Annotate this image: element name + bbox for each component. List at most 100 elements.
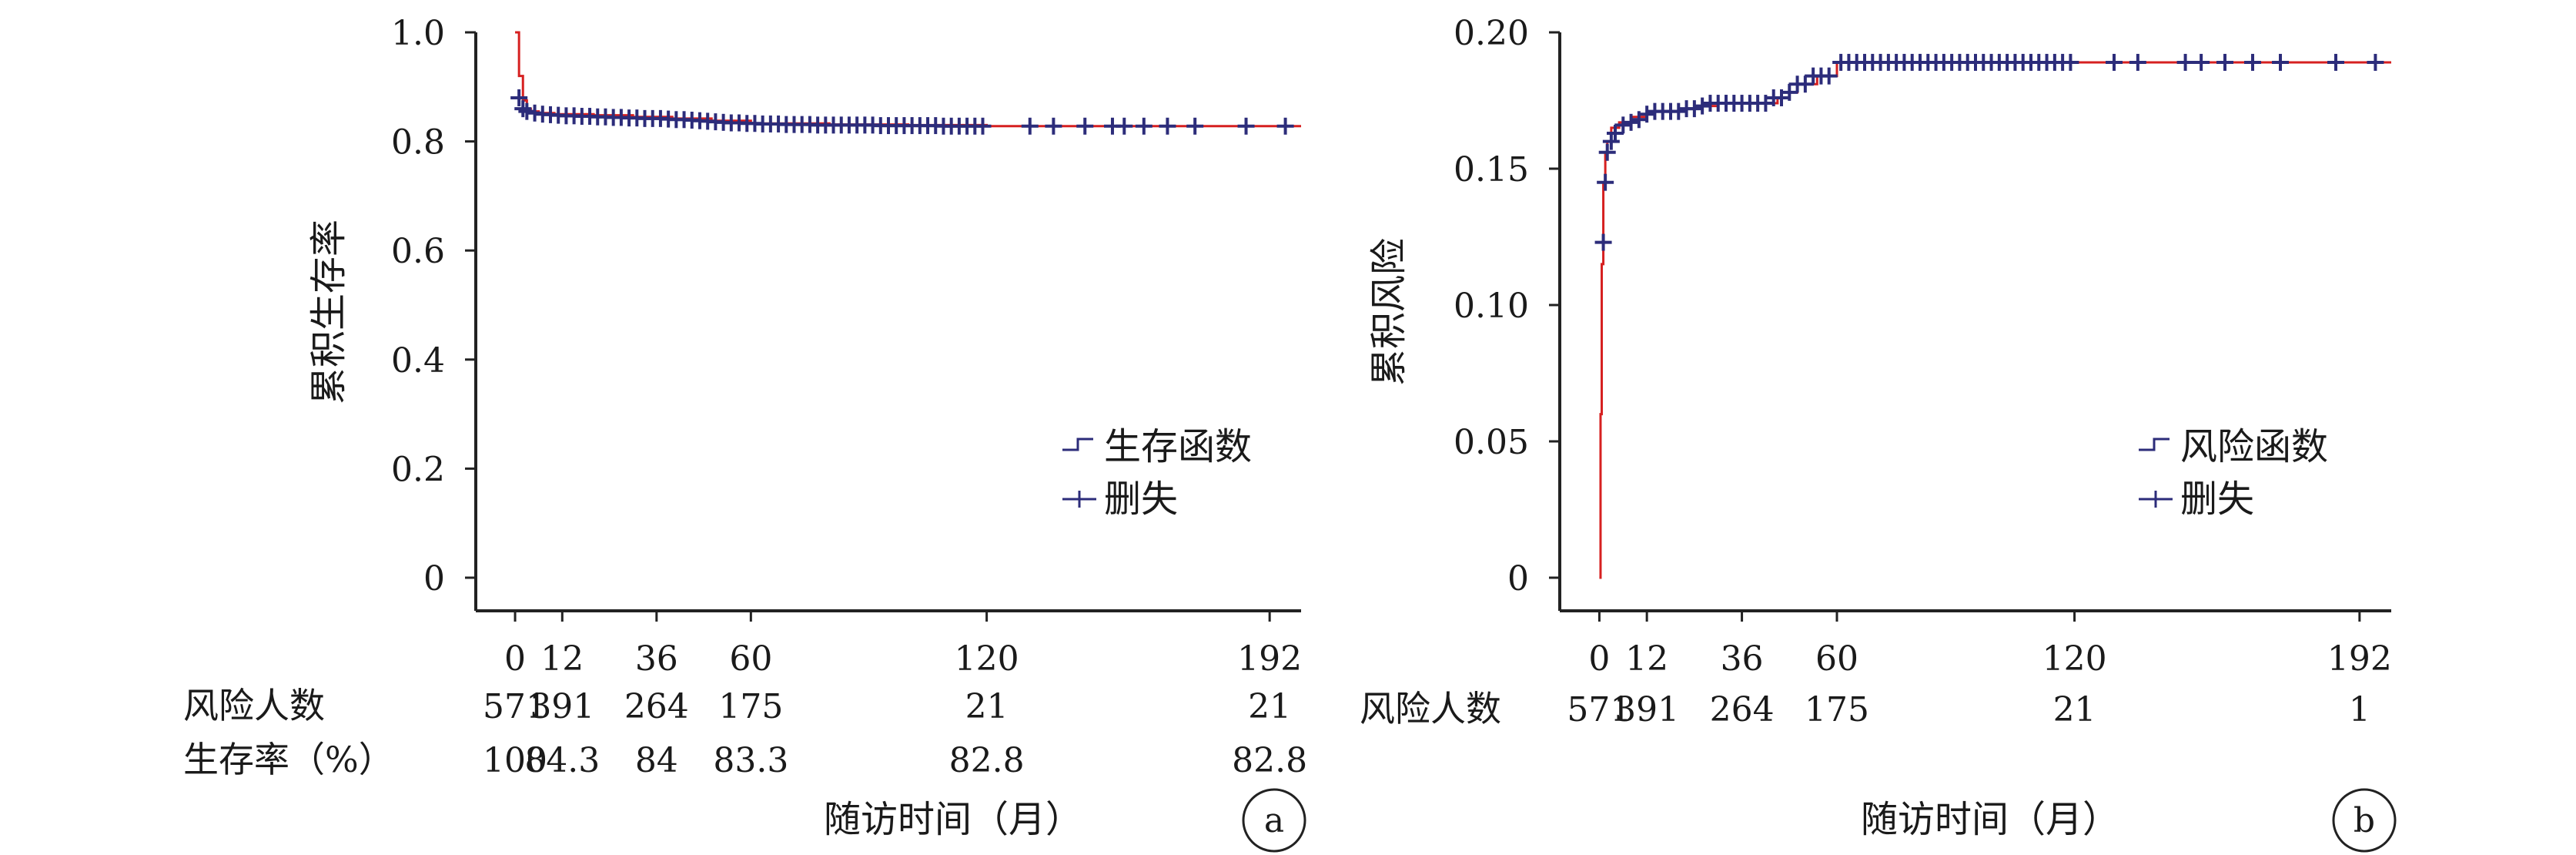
censor-mark: [1670, 102, 1688, 120]
panel-label: b: [2354, 801, 2375, 840]
risk-table-value: 571: [1567, 690, 1631, 729]
y-tick-label: 0.05: [1454, 423, 1529, 462]
censor-mark: [510, 89, 528, 106]
risk-table-value: 82.8: [1232, 741, 1307, 780]
censor-mark: [518, 102, 536, 120]
censor-mark: [1694, 97, 1711, 115]
x-tick-label: 0: [1588, 639, 1610, 679]
x-tick-label: 60: [729, 639, 772, 679]
y-tick-label: 0.10: [1454, 287, 1529, 326]
legend-entry-censor: 删失: [1104, 478, 1178, 521]
y-tick-label: 0.6: [391, 232, 445, 271]
censor-mark: [1602, 132, 1620, 150]
y-tick-label: 0.20: [1454, 14, 1529, 53]
y-tick-label: 0.2: [391, 450, 445, 489]
x-axis-label: 随访时间（月）: [1861, 798, 2119, 841]
x-tick-label: 120: [955, 639, 1019, 679]
censor-mark: [1597, 173, 1614, 191]
legend-entry-function: 风险函数: [2180, 425, 2328, 468]
censor-mark: [1607, 124, 1624, 142]
y-tick-label: 0.4: [391, 341, 445, 381]
x-tick-label: 0: [504, 639, 526, 679]
legend-function-swatch: [2139, 438, 2170, 451]
censor-mark: [2216, 53, 2233, 71]
x-tick-label: 192: [2327, 639, 2392, 679]
y-tick-label: 0.15: [1454, 150, 1529, 189]
risk-table-value: 1: [2349, 690, 2370, 729]
y-tick-label: 0: [1507, 559, 1529, 598]
censor-mark: [1021, 117, 1039, 135]
x-tick-label: 60: [1815, 639, 1858, 679]
risk-table-value: 82.8: [949, 741, 1025, 780]
censor-mark: [1685, 100, 1703, 118]
risk-table-value: 264: [624, 687, 689, 726]
censor-mark: [2193, 53, 2210, 71]
censor-mark: [1076, 117, 1094, 135]
legend-entry-censor: 删失: [2180, 478, 2254, 521]
panel-b: 0 0.05 0.10 0.15 0.20 0 12 36 60 120 192 风险人数 571391…: [1360, 14, 2397, 853]
censor-mark: [1116, 117, 1133, 135]
censor-mark: [514, 100, 532, 118]
censor-mark: [2327, 53, 2344, 71]
risk-table-value: 175: [718, 687, 783, 726]
risk-table-row-label: 风险人数: [183, 685, 325, 726]
censor-mark: [1796, 75, 1814, 93]
risk-table-value: 21: [2053, 690, 2096, 729]
censor-mark: [1781, 83, 1798, 101]
risk-table-row-label: 风险人数: [1360, 688, 1501, 729]
y-tick-label: 1.0: [391, 14, 445, 53]
censor-mark: [2062, 53, 2079, 71]
risk-table-value: 391: [530, 687, 594, 726]
censor-mark: [1614, 116, 1632, 134]
x-tick-label: 12: [1625, 639, 1668, 679]
x-tick-label: 192: [1237, 639, 1302, 679]
censor-mark: [2129, 53, 2146, 71]
risk-table-value: 175: [1805, 690, 1869, 729]
risk-table-value: 83.3: [713, 741, 788, 780]
censor-mark: [1135, 117, 1153, 135]
risk-table-value: 100: [483, 741, 547, 780]
panel-label-circle: [1242, 788, 1306, 853]
panel-label: a: [1264, 801, 1284, 840]
risk-table-value: 84.3: [524, 741, 600, 780]
legend-function-swatch: [1062, 438, 1093, 451]
x-tick-label: 36: [1721, 639, 1764, 679]
risk-table-value: 571: [483, 687, 547, 726]
censor-mark: [1622, 113, 1640, 131]
censor-mark: [2106, 53, 2123, 71]
panel-label-circle: [2332, 788, 2397, 853]
censor-mark: [2244, 53, 2261, 71]
censor-mark: [974, 117, 992, 135]
risk-table-value: 84: [635, 741, 678, 780]
risk-table-value: 21: [1248, 687, 1291, 726]
risk-table-row-label: 生存率（%）: [183, 739, 394, 780]
censor-mark: [1598, 143, 1616, 161]
censor-mark: [1594, 233, 1612, 251]
censor-mark: [1159, 117, 1176, 135]
censor-mark: [2367, 53, 2384, 71]
x-axis-label: 随访时间（月）: [824, 798, 1082, 841]
y-tick-label: 0.8: [391, 123, 445, 163]
y-tick-label: 0: [423, 559, 445, 598]
risk-table-value: 21: [965, 687, 1009, 726]
function-step-line: [1599, 61, 2391, 579]
risk-table-value: 264: [1710, 690, 1775, 729]
risk-table-value: 391: [1614, 690, 1679, 729]
censor-mark: [2272, 53, 2289, 71]
censor-mark: [1045, 117, 1062, 135]
censor-mark: [1820, 67, 1838, 85]
censor-mark: [1276, 117, 1294, 135]
censor-mark: [1186, 117, 1204, 135]
x-tick-label: 12: [540, 639, 584, 679]
censor-mark: [1237, 117, 1255, 135]
function-step-line: [515, 31, 1301, 128]
censor-mark: [1638, 106, 1656, 123]
x-tick-label: 120: [2042, 639, 2107, 679]
x-tick-label: 36: [635, 639, 678, 679]
legend-entry-function: 生存函数: [1104, 425, 1252, 468]
y-axis-label: 累积风险: [1367, 238, 1410, 386]
